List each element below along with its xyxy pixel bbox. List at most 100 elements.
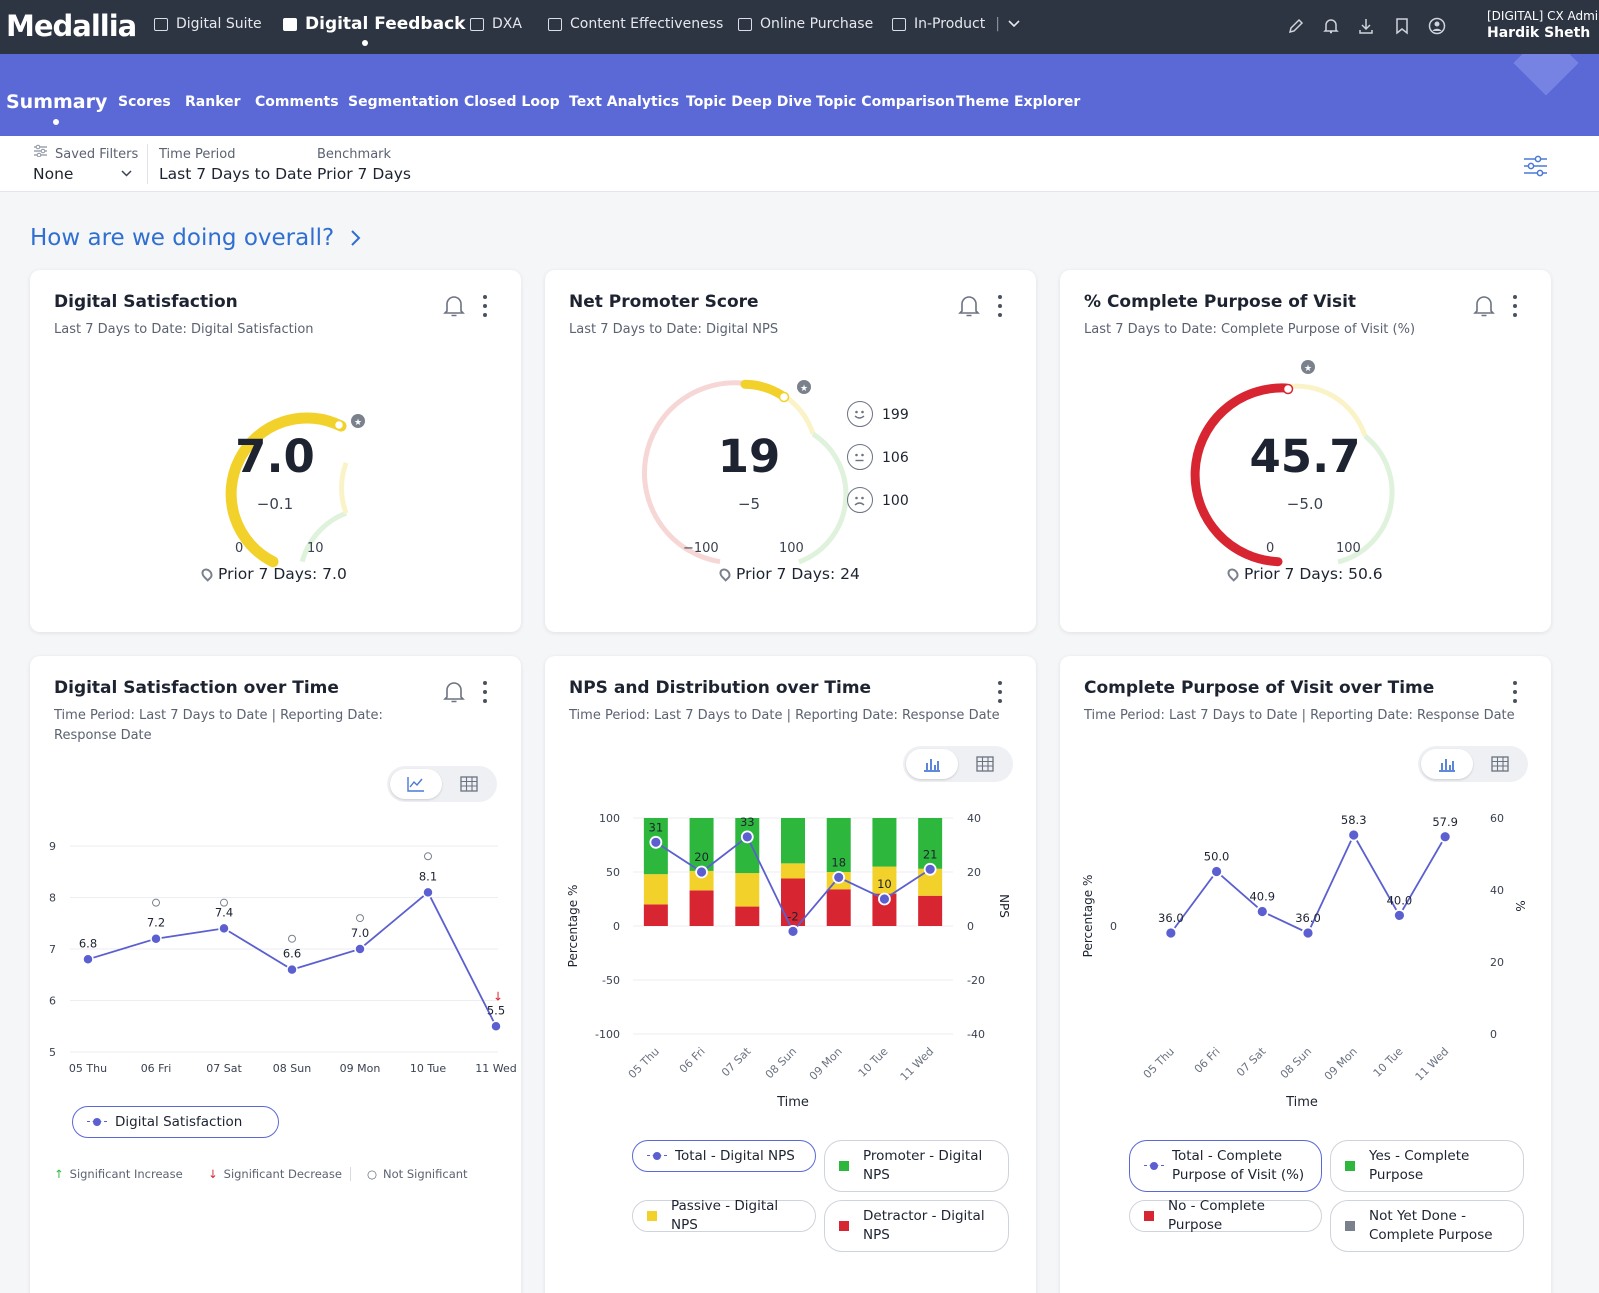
green-swatch (839, 1161, 849, 1171)
topnav-digital-suite[interactable]: Digital Suite (154, 16, 262, 32)
tab-closed-loop[interactable]: Closed Loop (464, 94, 560, 110)
more-options-icon[interactable] (1512, 681, 1518, 703)
more-options-icon[interactable] (1512, 295, 1518, 317)
legend-total-nps[interactable]: Total - Digital NPS (632, 1140, 816, 1172)
bell-icon[interactable] (1473, 294, 1495, 318)
data-label: 7.2 (147, 916, 165, 930)
download-icon[interactable] (1357, 17, 1375, 35)
bar-chart-icon[interactable] (1438, 756, 1456, 772)
data-label: 8.1 (419, 869, 437, 883)
legend-label: Passive - Digital NPS (671, 1198, 779, 1233)
nps-card: Net Promoter Score Last 7 Days to Date: … (545, 270, 1036, 632)
tab-topic-deep-dive[interactable]: Topic Deep Dive (686, 94, 812, 110)
x-tick-label: 05 Thu (1141, 1045, 1177, 1081)
topnav-in-product[interactable]: In-Product | (892, 16, 1020, 32)
line-marker-icon (87, 1117, 107, 1127)
bell-icon[interactable] (443, 680, 465, 704)
filter-divider (147, 144, 148, 184)
medallia-logo[interactable]: Medallia (6, 9, 137, 43)
data-label: 57.9 (1432, 815, 1458, 829)
x-tick-label: 10 Tue (410, 1062, 447, 1075)
monitor-icon (470, 17, 484, 31)
tab-summary[interactable]: Summary (6, 91, 108, 113)
nps-label: 21 (923, 847, 938, 861)
y-axis-label: Percentage % (1081, 875, 1095, 958)
legend-yes-purpose[interactable]: Yes - Complete Purpose (1330, 1140, 1524, 1192)
tab-text-analytics[interactable]: Text Analytics (569, 94, 680, 110)
topnav-label: DXA (492, 16, 522, 32)
table-icon[interactable] (460, 776, 478, 792)
table-icon[interactable] (976, 756, 994, 772)
y2-axis-label: % (1513, 900, 1527, 911)
tab-segmentation[interactable]: Segmentation (348, 94, 459, 110)
active-indicator-dot (362, 40, 368, 46)
chevron-right-icon (350, 230, 360, 246)
y-tick-label: 7 (49, 943, 56, 956)
pencil-icon[interactable] (1287, 17, 1305, 35)
tab-ranker[interactable]: Ranker (185, 94, 241, 110)
bell-icon[interactable] (443, 294, 465, 318)
time-period-select[interactable]: Last 7 Days to Date (159, 165, 313, 183)
y-tick-label: 50 (606, 866, 620, 879)
significant-decrease-arrow: ↓ (493, 989, 503, 1003)
nps-label: -2 (787, 909, 798, 923)
legend-promoter[interactable]: Promoter - Digital NPS (824, 1140, 1009, 1192)
bookmark-icon[interactable] (1393, 17, 1411, 35)
gauge-min: 0 (1266, 541, 1275, 556)
decorative-diamond (1513, 54, 1579, 96)
bar-segment (826, 818, 851, 872)
nps-point (923, 862, 937, 876)
tab-topic-comparison[interactable]: Topic Comparison (816, 94, 955, 110)
legend-digital-satisfaction[interactable]: Digital Satisfaction (72, 1106, 279, 1138)
user-menu[interactable]: [DIGITAL] CX Admin Hardik Sheth (1487, 8, 1599, 42)
card-title: Net Promoter Score (569, 292, 759, 312)
saved-filters-select[interactable]: None (33, 165, 74, 183)
data-point (82, 953, 94, 966)
line-marker-icon (647, 1151, 667, 1161)
benchmark-select[interactable]: Prior 7 Days (317, 165, 412, 183)
topnav-digital-feedback[interactable]: Digital Feedback (283, 14, 465, 34)
data-point (1255, 905, 1269, 918)
chevron-down-icon[interactable] (1008, 20, 1020, 28)
legend-passive[interactable]: Passive - Digital NPS (632, 1198, 816, 1233)
x-tick-label: 08 Sun (273, 1062, 311, 1075)
data-label: 7.0 (351, 926, 369, 940)
score-delta: −5 (737, 495, 761, 513)
section-title-link[interactable]: How are we doing overall? (30, 225, 362, 251)
data-label: 6.8 (79, 936, 97, 950)
user-avatar-icon[interactable] (1428, 17, 1446, 35)
filter-settings-icon[interactable] (1523, 155, 1548, 177)
data-point (1210, 865, 1223, 878)
bar-chart-icon[interactable] (923, 756, 941, 772)
legend-no-purpose[interactable]: No - Complete Purpose (1129, 1198, 1322, 1233)
gauge-max: 100 (779, 541, 804, 556)
bell-icon[interactable] (958, 294, 980, 318)
more-options-icon[interactable] (482, 681, 488, 703)
bell-icon[interactable] (1322, 17, 1340, 35)
svg-text:★: ★ (1304, 364, 1312, 374)
x-tick-label: 07 Sat (206, 1062, 242, 1075)
more-options-icon[interactable] (997, 295, 1003, 317)
more-options-icon[interactable] (482, 295, 488, 317)
chevron-down-icon[interactable] (121, 170, 132, 177)
bar-segment (735, 818, 760, 874)
more-options-icon[interactable] (997, 681, 1003, 703)
tab-scores[interactable]: Scores (118, 94, 171, 110)
line-chart-icon[interactable] (407, 776, 425, 792)
purpose-line-chart: 0 60 40 20 0 Percentage % % Time 05 Thu 06 Fri 07 … (1081, 812, 1527, 1110)
tab-theme-explorer[interactable]: Theme Explorer (956, 94, 1081, 110)
nps-point (832, 871, 846, 884)
topnav-online-purchase[interactable]: Online Purchase (738, 16, 873, 32)
y-axis-label: Percentage % (566, 885, 580, 968)
topnav-dxa[interactable]: DXA (470, 16, 522, 32)
table-icon[interactable] (1491, 756, 1509, 772)
benchmark-marker (356, 914, 364, 923)
legend-total-purpose[interactable]: Total - Complete Purpose of Visit (%) (1129, 1140, 1322, 1192)
legend-not-yet-done[interactable]: Not Yet Done - Complete Purpose (1330, 1200, 1524, 1252)
legend-detractor[interactable]: Detractor - Digital NPS (824, 1200, 1009, 1252)
card-subtitle: Last 7 Days to Date: Digital Satisfactio… (54, 322, 314, 337)
tab-comments[interactable]: Comments (255, 94, 339, 110)
satisfaction-gauge: ★ (225, 412, 365, 568)
topnav-content-effectiveness[interactable]: Content Effectiveness (548, 16, 723, 32)
legend-label: Total - Complete Purpose of Visit (%) (1172, 1148, 1305, 1183)
